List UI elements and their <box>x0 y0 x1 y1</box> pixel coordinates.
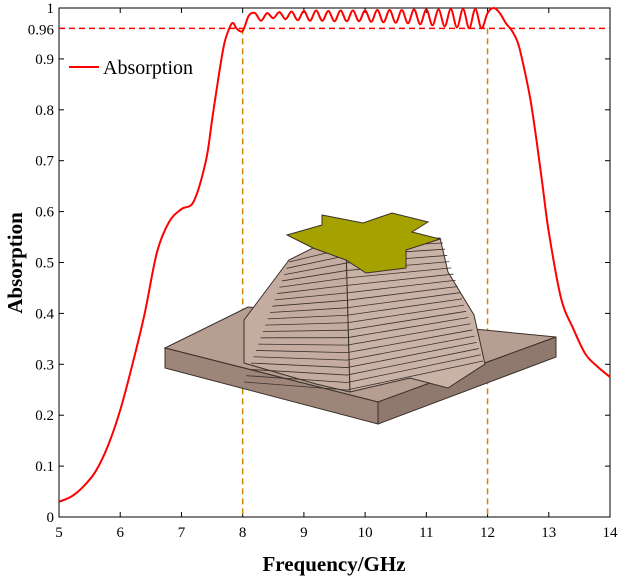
layer-stripe-left <box>258 343 348 346</box>
y-tick-label-096: 0.96 <box>28 22 55 38</box>
y-tick-label: 0.6 <box>35 205 54 221</box>
substrate-right-side <box>377 336 557 425</box>
layer-stripe-right <box>346 304 465 324</box>
x-axis-title: Frequency/GHz <box>262 552 405 576</box>
x-tick-label: 13 <box>541 525 556 541</box>
layer-stripe-right <box>346 298 463 316</box>
layer-stripe-left <box>286 255 348 269</box>
y-tick-label: 0.9 <box>35 52 54 68</box>
y-axis: 0 0.1 0.2 0.3 0.4 0.5 0.6 0.7 0.8 0.9 1 0.96 <box>28 1 610 526</box>
layer-stripe-right <box>346 317 469 339</box>
layer-stripe-right <box>346 329 473 354</box>
layer-stripe-left <box>270 307 348 313</box>
layer-stripe-right <box>346 360 484 391</box>
layer-stripes <box>243 242 484 391</box>
y-tick-label: 0.7 <box>35 154 54 170</box>
layer-stripe-left <box>284 262 348 276</box>
layer-stripe-right <box>346 323 471 346</box>
layer-stripe-right <box>346 279 456 294</box>
x-tick-label: 11 <box>419 525 433 541</box>
y-tick-label: 0.4 <box>35 306 54 322</box>
y-tick-label: 0.5 <box>35 256 54 272</box>
x-tick-label: 7 <box>178 525 186 541</box>
layer-stripe-left <box>251 362 348 368</box>
legend: Absorption <box>69 57 193 79</box>
layer-stripe-left <box>255 350 348 354</box>
layer-stripe-left <box>272 299 348 307</box>
layer-stripe-right <box>346 335 475 361</box>
layer-stripe-right <box>346 310 467 331</box>
x-tick-label: 14 <box>603 525 619 541</box>
cross-top-patch <box>285 212 442 274</box>
layer-stripe-left <box>267 314 348 320</box>
layer-stripe-right <box>346 286 458 301</box>
layer-stripe-left <box>246 375 348 383</box>
x-tick-label: 8 <box>239 525 247 541</box>
y-tick-label: 0.3 <box>35 357 54 373</box>
legend-label-absorption: Absorption <box>103 57 193 79</box>
series-line-absorption <box>58 6 611 503</box>
layer-stripe-right <box>346 341 477 368</box>
x-axis: 5 6 7 8 9 10 11 12 13 14 <box>55 8 618 541</box>
layer-stripe-left <box>253 356 348 361</box>
y-tick-label: 0.1 <box>35 459 54 475</box>
layer-stripe-left <box>248 368 348 376</box>
x-tick-label: 9 <box>300 525 308 541</box>
x-tick-label: 12 <box>480 525 495 541</box>
x-tick-label: 5 <box>55 525 63 541</box>
layer-stripe-left <box>274 292 348 301</box>
absorber-unit-cell-illustration <box>163 212 557 425</box>
layer-stripe-left <box>243 381 348 391</box>
y-axis-title: Absorption <box>3 212 27 314</box>
y-tick-label: 0 <box>47 510 55 526</box>
layer-stripe-right <box>346 267 452 279</box>
series-layer <box>58 6 611 503</box>
layer-stripe-left <box>262 329 348 332</box>
x-tick-label: 6 <box>116 525 124 541</box>
x-tick-label: 10 <box>358 525 373 541</box>
y-tick-label: 0.8 <box>35 103 54 119</box>
layer-stripe-left <box>277 284 348 294</box>
layer-stripe-right <box>346 354 481 383</box>
layer-stripe-left <box>265 322 348 326</box>
layer-stripe-right <box>346 348 479 376</box>
y-tick-label: 0.2 <box>35 408 54 424</box>
reference-lines <box>59 27 610 517</box>
layer-stripe-right <box>346 292 460 309</box>
layer-stripe-right <box>346 273 454 286</box>
y-tick-label: 1 <box>47 1 55 17</box>
layer-stripe-left <box>279 277 348 288</box>
layer-stripe-left <box>281 270 348 282</box>
